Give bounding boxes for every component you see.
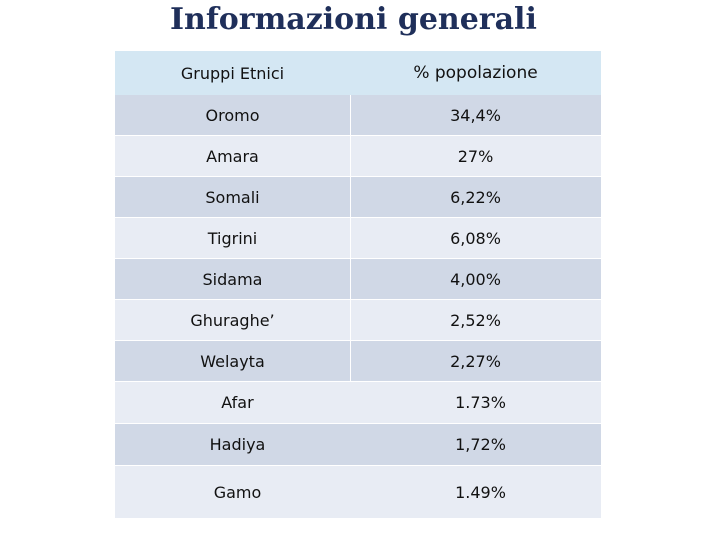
group-name: Welayta	[115, 341, 351, 381]
population-percent: 2,27%	[450, 351, 501, 371]
group-name: Sidama	[115, 259, 351, 299]
table-row: Hadiya 1,72%	[115, 424, 601, 466]
table-row: Tigrini 6,08%	[115, 218, 601, 259]
group-name: Somali	[115, 177, 351, 217]
population-percent: 4,00%	[450, 269, 501, 289]
population-percent: 6,08%	[450, 228, 501, 248]
group-name: Afar	[221, 393, 254, 412]
table-row: Welayta 2,27%	[115, 341, 601, 382]
table-row: Amara 27%	[115, 136, 601, 177]
table-row: Sidama 4,00%	[115, 259, 601, 300]
group-name: Oromo	[115, 95, 351, 135]
group-name: Amara	[115, 136, 351, 176]
population-percent: 1,72%	[455, 435, 506, 454]
population-percent: 6,22%	[450, 187, 501, 207]
group-name: Hadiya	[209, 435, 266, 454]
group-name: Gamo	[213, 482, 262, 502]
group-name: Tigrini	[115, 218, 351, 258]
table-row: Somali 6,22%	[115, 177, 601, 218]
population-percent: 1.49%	[455, 482, 506, 502]
table-row: Afar 1.73%	[115, 382, 601, 424]
table-header-row: Gruppi Etnici % popolazione	[115, 51, 601, 95]
header-ethnic-groups: Gruppi Etnici	[180, 63, 285, 83]
population-percent: 27%	[457, 146, 494, 166]
table-row: Oromo 34,4%	[115, 95, 601, 136]
header-population-percent: % popolazione	[413, 63, 538, 83]
ethnic-groups-table: Gruppi Etnici % popolazione Oromo 34,4% …	[115, 51, 601, 518]
population-percent: 34,4%	[450, 105, 501, 125]
group-name: Ghuraghe’	[115, 300, 351, 340]
table-row: Gamo 1.49%	[115, 466, 601, 518]
page-title: Informazioni generali	[170, 2, 537, 37]
population-percent: 1.73%	[455, 393, 506, 412]
population-percent: 2,52%	[450, 310, 501, 330]
table-row: Ghuraghe’ 2,52%	[115, 300, 601, 341]
